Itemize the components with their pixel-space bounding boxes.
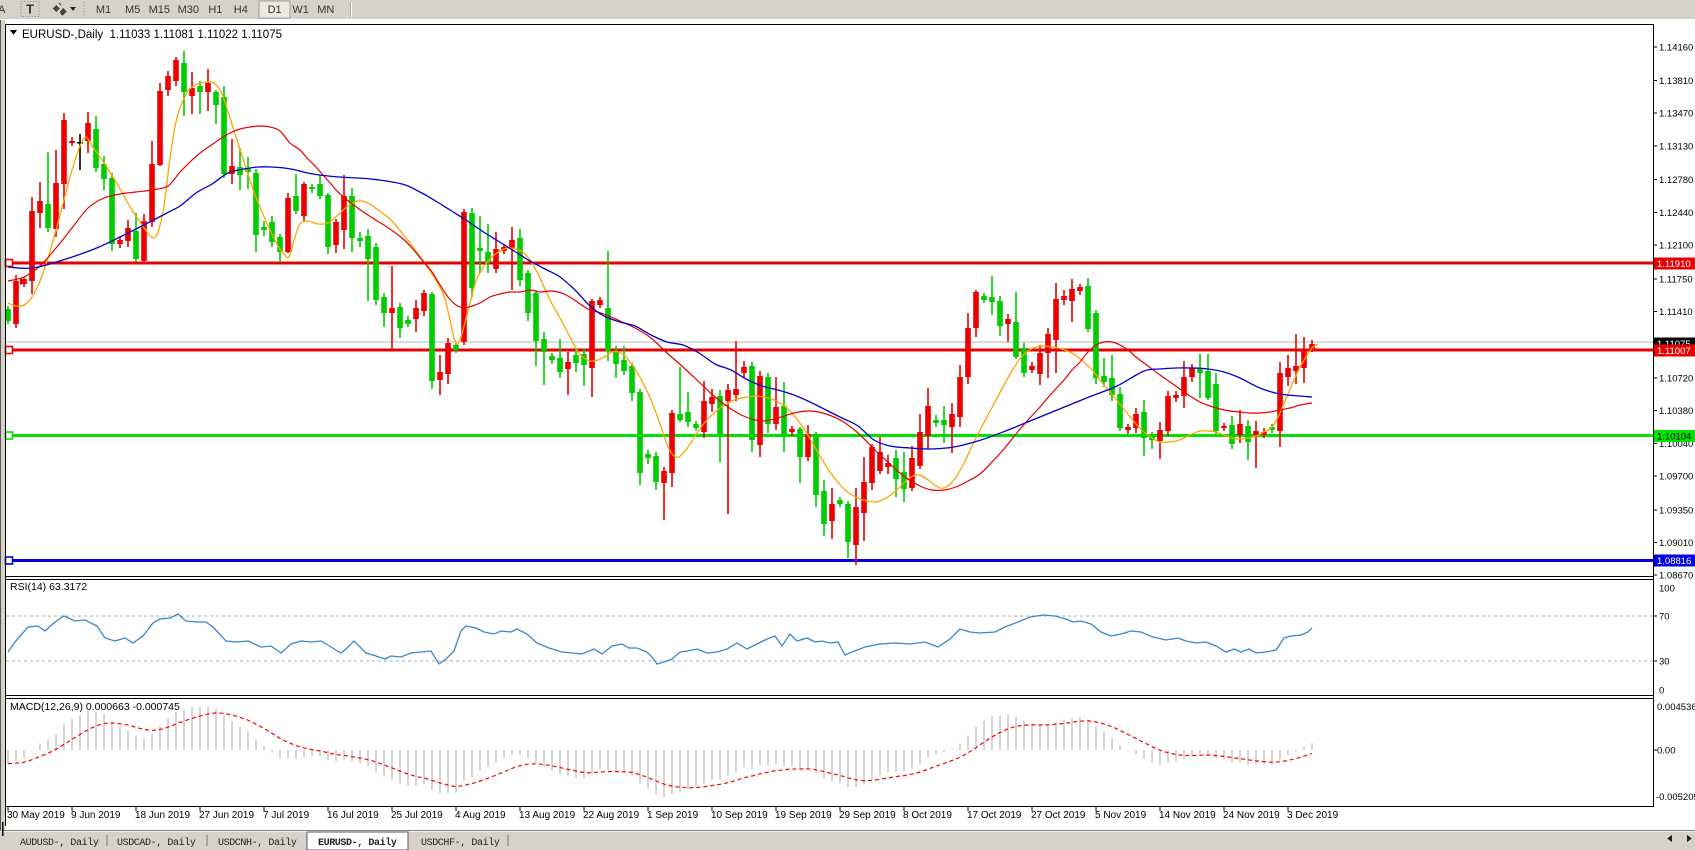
svg-text:19 Sep 2019: 19 Sep 2019 xyxy=(775,810,832,821)
svg-text:1.11910: 1.11910 xyxy=(1657,259,1691,270)
svg-text:1.08670: 1.08670 xyxy=(1659,571,1693,582)
svg-text:0.00: 0.00 xyxy=(1657,746,1676,757)
svg-text:4 Aug 2019: 4 Aug 2019 xyxy=(455,810,506,821)
svg-text:5 Nov 2019: 5 Nov 2019 xyxy=(1095,810,1147,821)
svg-text:1.10104: 1.10104 xyxy=(1657,431,1691,442)
svg-text:1.13470: 1.13470 xyxy=(1659,109,1693,120)
svg-text:MN: MN xyxy=(317,4,334,16)
svg-text:1.10040: 1.10040 xyxy=(1659,439,1693,450)
svg-text:27 Oct 2019: 27 Oct 2019 xyxy=(1031,810,1086,821)
svg-text:22 Aug 2019: 22 Aug 2019 xyxy=(583,810,640,821)
svg-text:1.08816: 1.08816 xyxy=(1657,556,1691,567)
svg-text:0.0045362: 0.0045362 xyxy=(1657,702,1695,713)
svg-text:H4: H4 xyxy=(234,4,248,16)
svg-text:13 Aug 2019: 13 Aug 2019 xyxy=(519,810,576,821)
svg-text:1 Sep 2019: 1 Sep 2019 xyxy=(647,810,699,821)
svg-text:RSI(14) 63.3172: RSI(14) 63.3172 xyxy=(10,581,87,593)
svg-text:1.13130: 1.13130 xyxy=(1659,141,1693,152)
svg-text:17 Oct 2019: 17 Oct 2019 xyxy=(967,810,1022,821)
svg-text:MACD(12,26,9) 0.000663 -0.0007: MACD(12,26,9) 0.000663 -0.000745 xyxy=(10,701,180,713)
svg-text:14 Nov 2019: 14 Nov 2019 xyxy=(1159,810,1216,821)
svg-text:24 Nov 2019: 24 Nov 2019 xyxy=(1223,810,1280,821)
svg-text:1.13810: 1.13810 xyxy=(1659,76,1693,87)
svg-text:1.09010: 1.09010 xyxy=(1659,538,1693,549)
svg-text:EURUSD-,Daily 1.11033 1.11081: EURUSD-,Daily 1.11033 1.11081 1.11022 1.… xyxy=(22,29,282,41)
svg-text:1.09700: 1.09700 xyxy=(1659,472,1693,483)
svg-text:100: 100 xyxy=(1659,584,1675,595)
svg-text:1.10720: 1.10720 xyxy=(1659,373,1693,384)
svg-text:M30: M30 xyxy=(178,4,199,16)
svg-text:30: 30 xyxy=(1659,657,1670,668)
svg-text:1.11410: 1.11410 xyxy=(1659,307,1693,318)
svg-text:D1: D1 xyxy=(268,4,282,16)
svg-text:25 Jul 2019: 25 Jul 2019 xyxy=(391,810,443,821)
svg-text:27 Jun 2019: 27 Jun 2019 xyxy=(199,810,254,821)
svg-text:10 Sep 2019: 10 Sep 2019 xyxy=(711,810,768,821)
svg-text:1.12440: 1.12440 xyxy=(1659,208,1693,219)
svg-text:AUDUSD-, Daily: AUDUSD-, Daily xyxy=(20,837,99,849)
svg-text:70: 70 xyxy=(1659,612,1670,623)
svg-text:H1: H1 xyxy=(208,4,222,16)
svg-text:29 Sep 2019: 29 Sep 2019 xyxy=(839,810,896,821)
svg-text:-0.0052052: -0.0052052 xyxy=(1656,792,1695,803)
svg-text:0: 0 xyxy=(1659,686,1664,697)
svg-text:3 Dec 2019: 3 Dec 2019 xyxy=(1287,810,1339,821)
svg-text:7 Jul 2019: 7 Jul 2019 xyxy=(263,810,310,821)
svg-text:1.14160: 1.14160 xyxy=(1659,42,1693,53)
svg-text:A: A xyxy=(0,4,6,16)
svg-text:30 May 2019: 30 May 2019 xyxy=(7,810,65,821)
svg-text:1.12780: 1.12780 xyxy=(1659,175,1693,186)
svg-text:M15: M15 xyxy=(149,4,170,16)
svg-text:USDCNH-, Daily: USDCNH-, Daily xyxy=(218,837,297,849)
svg-text:8 Oct 2019: 8 Oct 2019 xyxy=(903,810,952,821)
svg-text:T: T xyxy=(26,2,34,17)
svg-text:EURUSD-, Daily: EURUSD-, Daily xyxy=(318,837,397,849)
svg-text:1.11007: 1.11007 xyxy=(1657,346,1691,357)
svg-text:16 Jul 2019: 16 Jul 2019 xyxy=(327,810,379,821)
svg-text:M1: M1 xyxy=(96,4,111,16)
svg-text:1.12100: 1.12100 xyxy=(1659,241,1693,252)
svg-text:USDCHF-, Daily: USDCHF-, Daily xyxy=(421,837,500,849)
svg-text:18 Jun 2019: 18 Jun 2019 xyxy=(135,810,190,821)
svg-text:1.10380: 1.10380 xyxy=(1659,406,1693,417)
svg-text:USDCAD-, Daily: USDCAD-, Daily xyxy=(117,837,196,849)
svg-text:W1: W1 xyxy=(292,4,309,16)
svg-text:9 Jun 2019: 9 Jun 2019 xyxy=(71,810,121,821)
svg-text:1.09350: 1.09350 xyxy=(1659,505,1693,516)
svg-text:M5: M5 xyxy=(125,4,140,16)
svg-text:1.11750: 1.11750 xyxy=(1659,274,1693,285)
